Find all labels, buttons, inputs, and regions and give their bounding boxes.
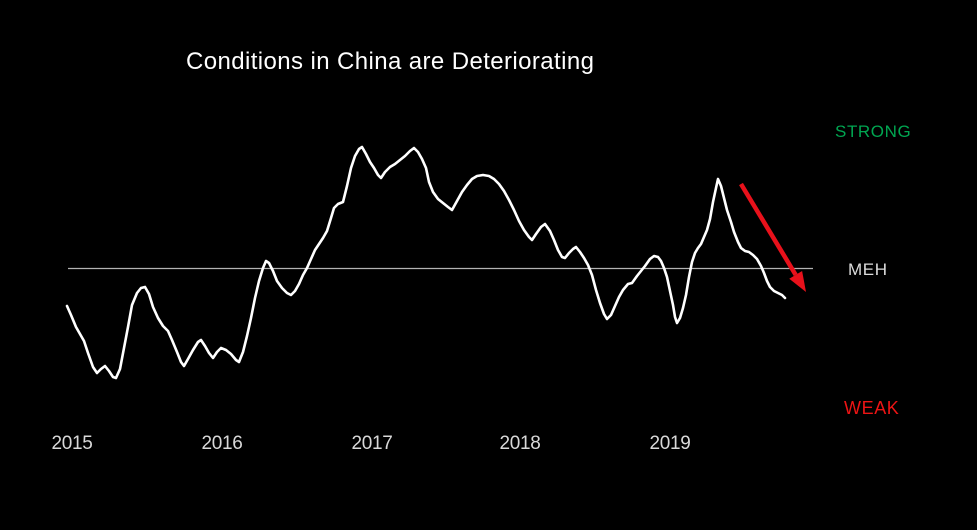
zone-label-meh: MEH	[848, 260, 888, 279]
zone-label-strong: STRONG	[835, 122, 912, 141]
trend-arrow-shaft	[739, 182, 798, 277]
page-title: Conditions in China are Deteriorating	[186, 48, 595, 75]
zone-label-weak: WEAK	[844, 398, 900, 418]
trend-arrow-head	[789, 270, 806, 292]
trend-arrow	[739, 182, 806, 292]
series-line	[65, 145, 787, 380]
